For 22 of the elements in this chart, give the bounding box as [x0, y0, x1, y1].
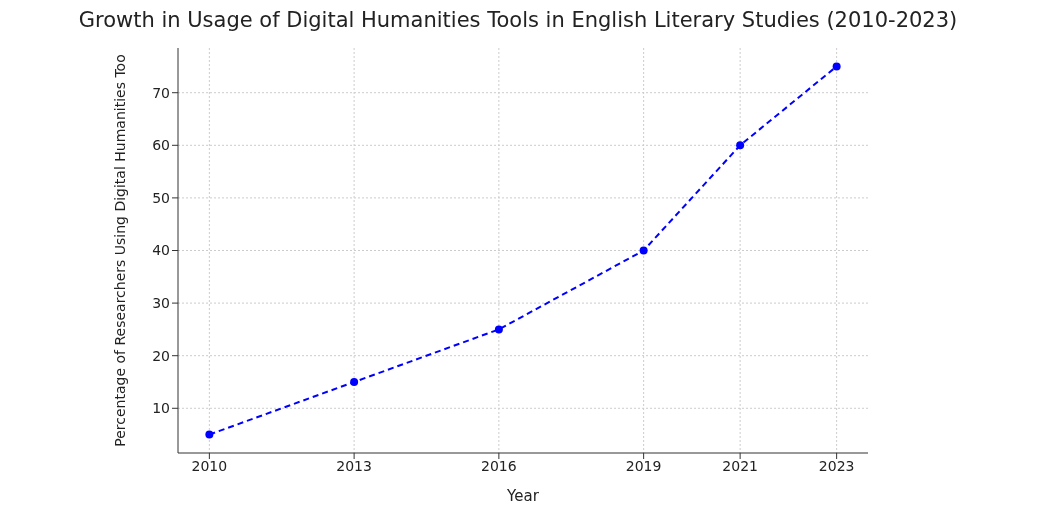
y-axis-title: Percentage of Researchers Using Digital Humanities Too: [111, 54, 128, 447]
point: [832, 62, 841, 71]
y-tick-label: 50: [152, 189, 170, 206]
x-axis-title: Year: [506, 487, 540, 505]
chart-title: Growth in Usage of Digital Humanities Tools in English Literary Studies (2010-2023): [77, 8, 959, 34]
y-tick-label: 20: [152, 347, 170, 364]
point: [205, 430, 214, 439]
y-tick-label: 70: [152, 84, 170, 101]
y-tick-label: 40: [152, 242, 170, 259]
point: [639, 246, 648, 255]
point: [736, 141, 745, 150]
x-tick-label: 2021: [722, 457, 758, 474]
x-tick-label: 2023: [818, 457, 855, 474]
x-tick-label: 2016: [481, 457, 517, 474]
point: [494, 325, 503, 334]
x-tick-label: 2013: [336, 457, 372, 474]
point: [350, 377, 359, 386]
y-tick-label: 10: [152, 400, 170, 417]
y-tick-label: 30: [152, 295, 170, 312]
x-tick-label: 2010: [191, 457, 228, 474]
x-tick-label: 2019: [625, 457, 662, 474]
y-tick-label: 60: [152, 137, 170, 154]
